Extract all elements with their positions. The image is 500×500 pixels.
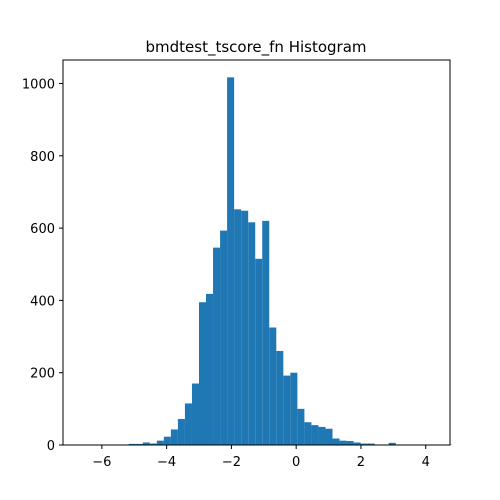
histogram-bar — [332, 438, 340, 445]
y-axis-ticks: 0 200 400 600 800 1000 — [22, 77, 63, 454]
histogram-bar — [248, 222, 256, 445]
y-tick-label: 400 — [30, 294, 55, 309]
histogram-bar — [262, 220, 270, 445]
histogram-bar — [325, 428, 333, 445]
histogram-bar — [269, 327, 277, 445]
histogram-bar — [255, 258, 263, 445]
x-axis-ticks: −6 −4 −2 0 2 4 — [92, 445, 430, 470]
histogram-bar — [339, 440, 347, 445]
histogram-bar — [276, 351, 284, 445]
histogram-bar — [227, 77, 235, 445]
histogram-bar — [311, 425, 319, 445]
x-tick-label: 2 — [357, 455, 365, 470]
y-tick-label: 0 — [47, 439, 55, 454]
x-tick-label: 0 — [292, 455, 300, 470]
axes-group — [62, 59, 451, 446]
y-tick-label: 800 — [30, 150, 55, 165]
plot-frame — [62, 59, 451, 446]
histogram-bar — [290, 372, 298, 445]
histogram-bar — [135, 443, 143, 445]
x-tick-label: −2 — [222, 455, 241, 470]
y-tick-label: 600 — [30, 222, 55, 237]
histogram-bar — [304, 422, 312, 445]
histogram-bar — [170, 429, 178, 445]
histogram-bar — [220, 230, 228, 445]
histogram-bar — [163, 436, 171, 445]
histogram-bar — [367, 443, 375, 445]
histogram-bar — [206, 293, 214, 445]
chart-title: bmdtest_tscore_fn Histogram — [145, 38, 366, 57]
histogram-bar — [283, 375, 291, 445]
histogram-bar — [198, 302, 207, 445]
histogram-bar — [128, 443, 136, 445]
histogram-bar — [156, 440, 164, 445]
histogram-bar — [142, 442, 150, 445]
histogram-bar — [318, 426, 326, 445]
histogram-bar — [360, 443, 368, 445]
histogram-bar — [184, 403, 192, 445]
histogram-bar — [241, 210, 249, 445]
x-tick-label: −4 — [157, 455, 176, 470]
histogram-bar — [234, 209, 242, 445]
x-tick-label: 4 — [422, 455, 430, 470]
histogram-bar — [149, 443, 157, 445]
histogram-bar — [177, 418, 185, 445]
histogram-bar — [346, 441, 354, 445]
histogram-bar — [191, 383, 199, 445]
bars-group — [79, 77, 452, 445]
histogram-bar — [297, 408, 305, 445]
histogram-bar — [388, 442, 396, 445]
y-tick-label: 1000 — [22, 77, 55, 92]
x-tick-label: −6 — [92, 455, 111, 470]
histogram-bar — [213, 247, 221, 445]
histogram-bar — [353, 442, 361, 445]
y-tick-label: 200 — [30, 367, 55, 382]
